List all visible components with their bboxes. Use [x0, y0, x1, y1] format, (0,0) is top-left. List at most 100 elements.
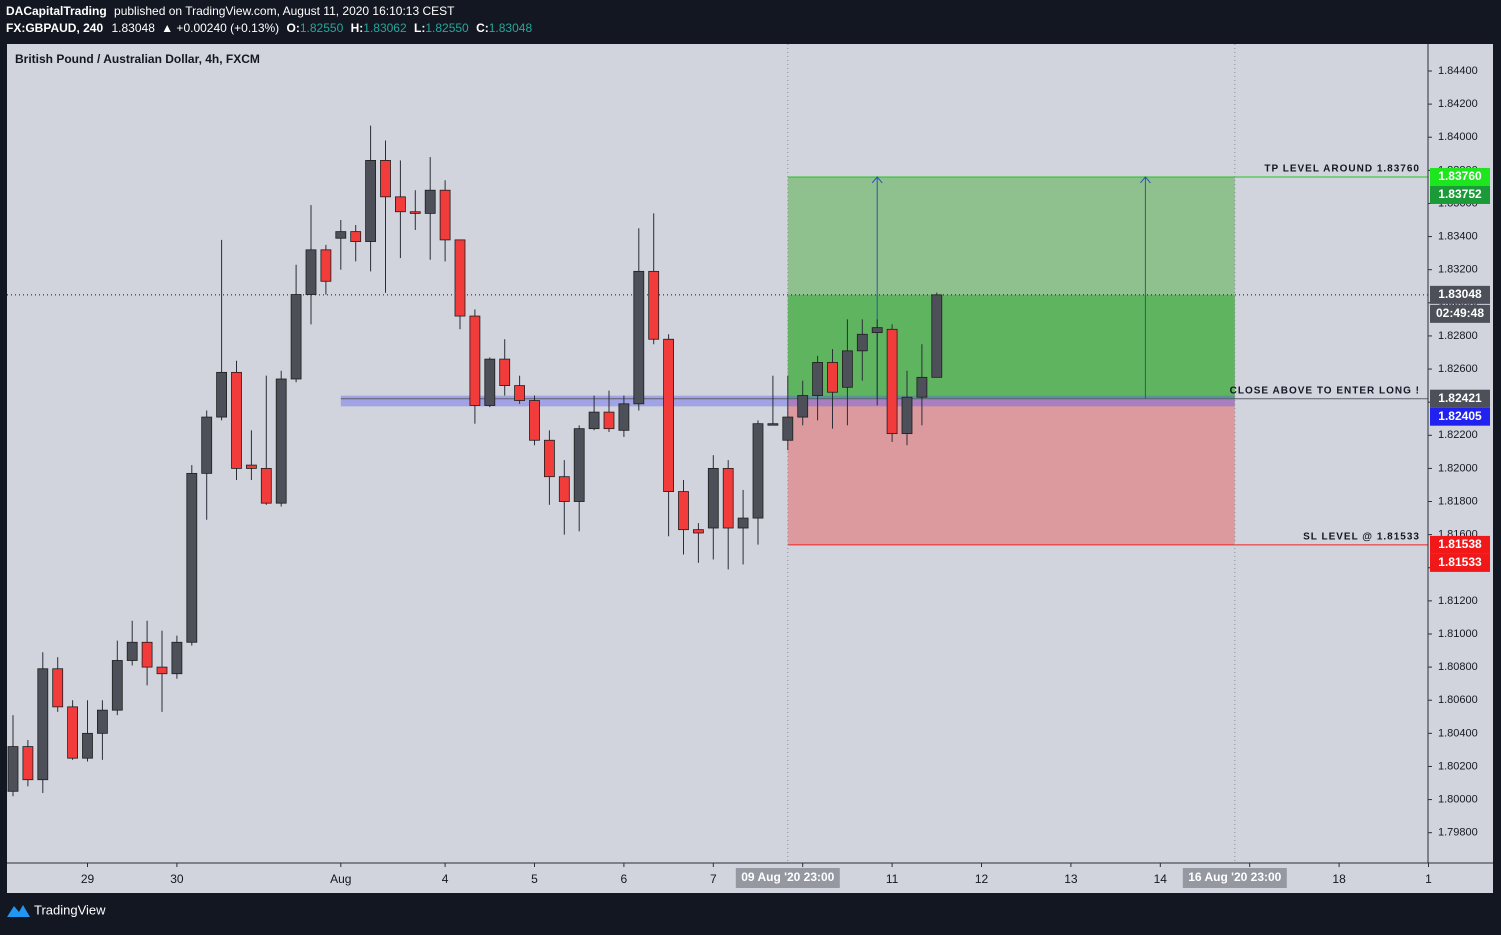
x-tick-label: 5	[531, 872, 538, 886]
y-tick-label: 1.82200	[1438, 429, 1478, 441]
o: 1.82550	[300, 21, 344, 35]
candle-body	[812, 362, 823, 396]
candle-body	[380, 160, 391, 198]
candle-body	[216, 371, 228, 418]
candle-body	[82, 732, 93, 759]
h-label: H:	[351, 21, 364, 35]
candle-body	[454, 239, 466, 317]
price-label: 1.82405	[1438, 409, 1482, 423]
candle-body	[916, 376, 928, 398]
candle-body	[544, 439, 555, 478]
candle-body	[245, 464, 257, 469]
candle-body	[886, 328, 898, 435]
candle-body	[201, 416, 213, 474]
candle-body	[290, 294, 302, 380]
x-tick-label: 12	[975, 872, 989, 886]
change: ▲ +0.00240 (+0.13%)	[161, 21, 279, 35]
candle-body	[737, 517, 749, 529]
x-tick-label: 1	[1425, 872, 1432, 886]
y-tick-label: 1.80600	[1438, 694, 1478, 706]
candle-body	[573, 428, 585, 502]
candle-body	[305, 249, 317, 295]
level-annotation: SL LEVEL @ 1.81533	[1303, 532, 1420, 543]
candle-body	[126, 641, 138, 661]
y-tick-label: 1.84000	[1438, 131, 1478, 143]
open-profit-zone	[787, 294, 1235, 399]
candle-body	[588, 411, 600, 430]
candle-body	[901, 396, 913, 435]
candle-body	[320, 249, 332, 282]
candle-body	[797, 395, 809, 418]
footer-brand: TradingView	[34, 902, 106, 917]
candle-body	[394, 196, 406, 213]
x-tick-label: 18	[1332, 872, 1346, 886]
candle-body	[156, 666, 168, 675]
candle-body	[663, 338, 674, 492]
candle-body	[67, 706, 78, 759]
candle-body	[633, 270, 645, 405]
candle-body	[186, 472, 198, 643]
loss-zone	[787, 398, 1235, 545]
candle-body	[52, 668, 64, 708]
last: 1.83048	[111, 21, 155, 35]
candle-body	[469, 315, 481, 406]
y-tick-label: 1.84200	[1438, 98, 1478, 110]
candle-body	[871, 327, 883, 334]
candle-body	[171, 641, 183, 675]
candle-body	[22, 746, 34, 781]
header-line-1: DACapitalTrading published on TradingVie…	[6, 4, 455, 18]
y-tick-label: 1.81200	[1438, 595, 1478, 607]
y-tick-label: 1.80200	[1438, 760, 1478, 772]
candle-body	[678, 491, 689, 531]
candle-body	[275, 378, 287, 504]
published: published on TradingView.com, August 11,…	[114, 4, 455, 18]
y-tick-label: 1.79800	[1438, 827, 1478, 839]
candle-body	[335, 231, 347, 239]
candle-body	[827, 362, 838, 393]
range-label-box	[735, 868, 840, 888]
x-tick-label: 6	[621, 872, 628, 886]
candle-body	[141, 641, 153, 668]
arrow-head	[871, 176, 883, 184]
price-label-box	[1430, 535, 1490, 554]
y-tick-label: 1.84400	[1438, 65, 1478, 77]
level-annotation: CLOSE ABOVE TO ENTER LONG !	[1230, 385, 1420, 396]
candle-body	[767, 423, 779, 426]
candle-body	[111, 660, 123, 711]
candle-body	[439, 189, 451, 241]
candle-body	[842, 350, 853, 388]
x-tick-label: 13	[1064, 872, 1078, 886]
c-label: C:	[476, 21, 489, 35]
range-label-box	[1182, 868, 1287, 888]
price-label: 1.83752	[1438, 187, 1482, 201]
x-tick-label: 30	[170, 872, 184, 886]
y-tick-label: 1.80400	[1438, 727, 1478, 739]
candle-body	[260, 468, 272, 504]
last-price-label-box	[1430, 285, 1490, 304]
price-label: 1.83760	[1438, 169, 1482, 183]
last-price-label: 1.83048	[1438, 287, 1482, 301]
y-tick-label: 1.82600	[1438, 363, 1478, 375]
price-label-box	[1430, 167, 1490, 186]
y-tick-label: 1.81000	[1438, 628, 1478, 640]
arrow-head	[1140, 176, 1151, 184]
candle-body	[7, 746, 19, 792]
y-tick-label: 1.80000	[1438, 793, 1478, 805]
candle-body	[931, 294, 943, 378]
chart-title: British Pound / Australian Dollar, 4h, F…	[15, 52, 260, 66]
l-label: L:	[414, 21, 425, 35]
author: DACapitalTrading	[6, 4, 107, 18]
symbol: FX:GBPAUD, 240	[6, 21, 103, 35]
candle-body	[409, 211, 421, 214]
candle-body	[37, 668, 49, 781]
candle-body	[782, 416, 794, 441]
range-label: 09 Aug '20 23:00	[741, 870, 834, 884]
header-line-2: FX:GBPAUD, 240 1.83048 ▲ +0.00240 (+0.13…	[6, 21, 532, 35]
candle-body	[529, 400, 540, 441]
candle-body	[603, 411, 615, 430]
candle-body	[424, 189, 436, 214]
x-tick-label: Aug	[330, 872, 351, 886]
candle-body	[693, 529, 704, 534]
countdown-box	[1430, 304, 1490, 323]
